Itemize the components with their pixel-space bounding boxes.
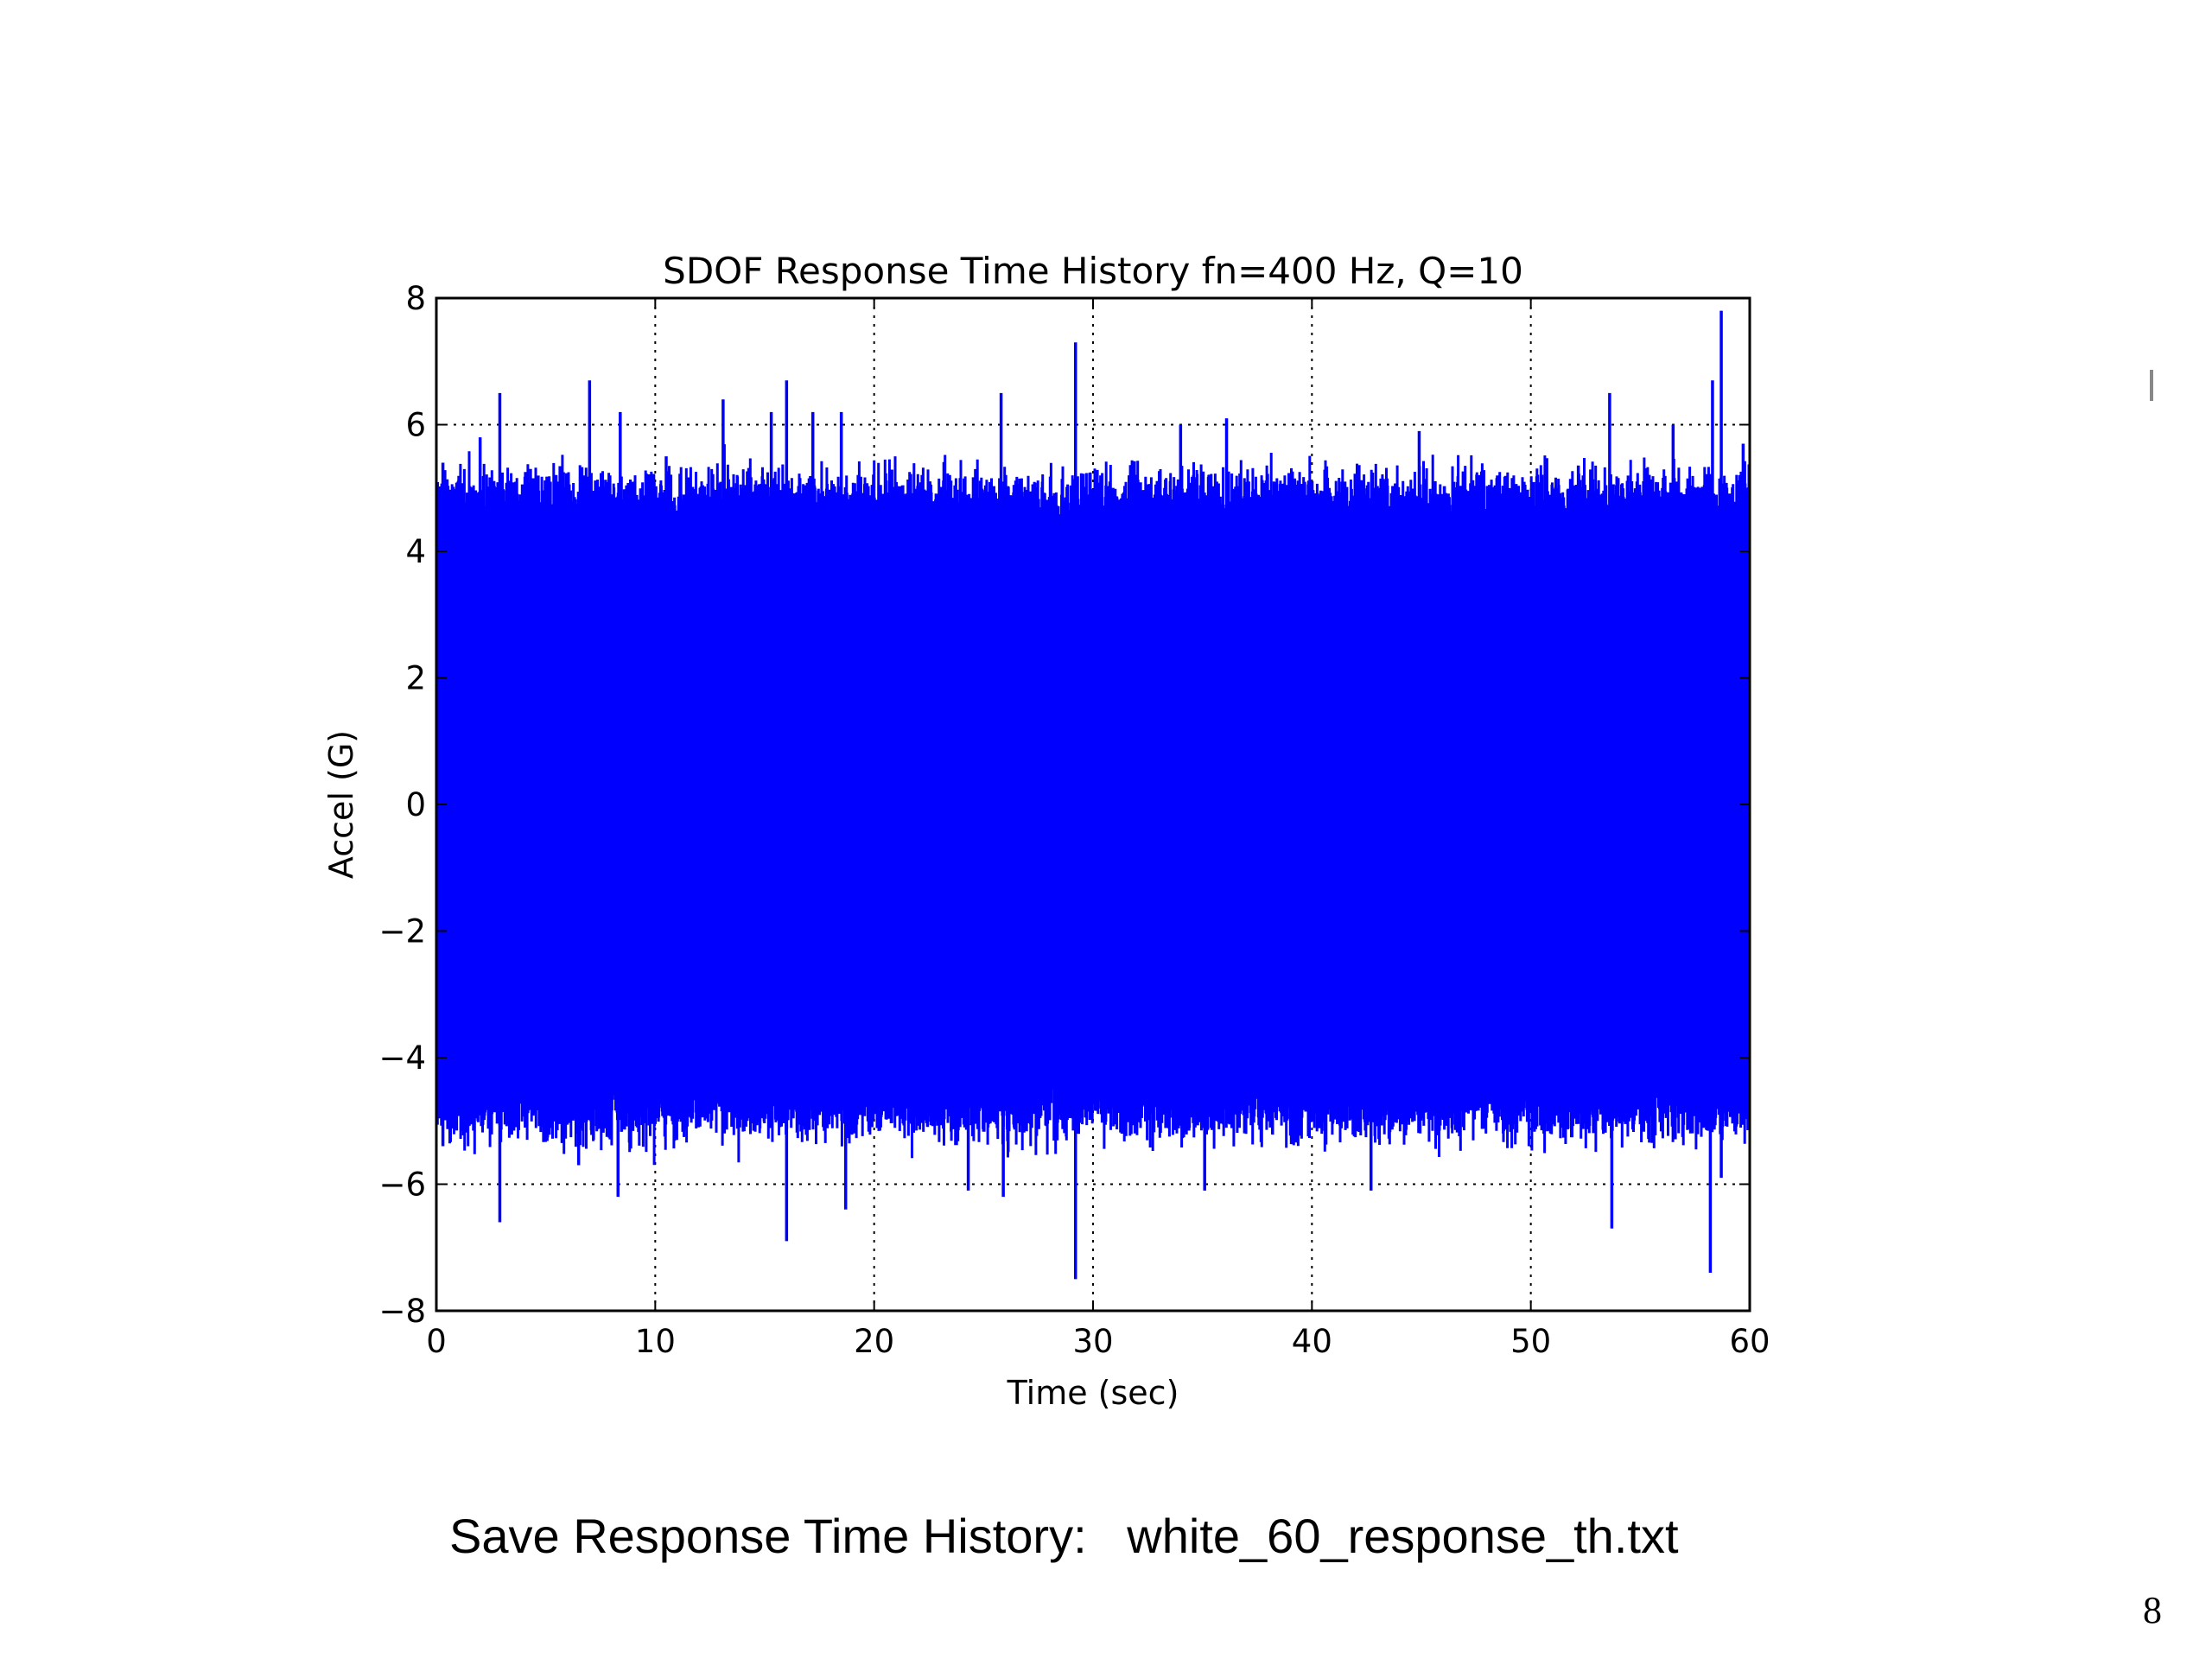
x-tick-label: 20 <box>854 1323 894 1360</box>
x-tick-label: 10 <box>635 1323 676 1360</box>
text-cursor-icon <box>2150 370 2153 401</box>
signal-core-band <box>436 601 1750 1007</box>
y-tick-label: −2 <box>378 913 426 950</box>
x-tick-label: 0 <box>426 1323 447 1360</box>
y-tick-label: −4 <box>378 1039 426 1077</box>
y-tick-label: 8 <box>405 280 426 317</box>
chart-title: SDOF Response Time History fn=400 Hz, Q=… <box>663 250 1523 292</box>
y-axis-label: Accel (G) <box>322 730 360 879</box>
x-axis-label: Time (sec) <box>1007 1374 1179 1412</box>
y-tick-label: 2 <box>405 660 426 697</box>
x-tick-label: 30 <box>1072 1323 1113 1360</box>
x-tick-label: 60 <box>1729 1323 1770 1360</box>
y-tick-label: 4 <box>405 533 426 570</box>
x-tick-label: 40 <box>1292 1323 1332 1360</box>
save-caption: Save Response Time History: white_60_res… <box>449 1509 1679 1563</box>
y-tick-label: −6 <box>378 1166 426 1204</box>
x-tick-label: 50 <box>1510 1323 1551 1360</box>
y-tick-label: 0 <box>405 786 426 823</box>
y-tick-label: −8 <box>378 1293 426 1330</box>
signal-trace <box>436 310 1750 1280</box>
y-tick-label: 6 <box>405 407 426 444</box>
page-number: 8 <box>2143 1589 2162 1631</box>
